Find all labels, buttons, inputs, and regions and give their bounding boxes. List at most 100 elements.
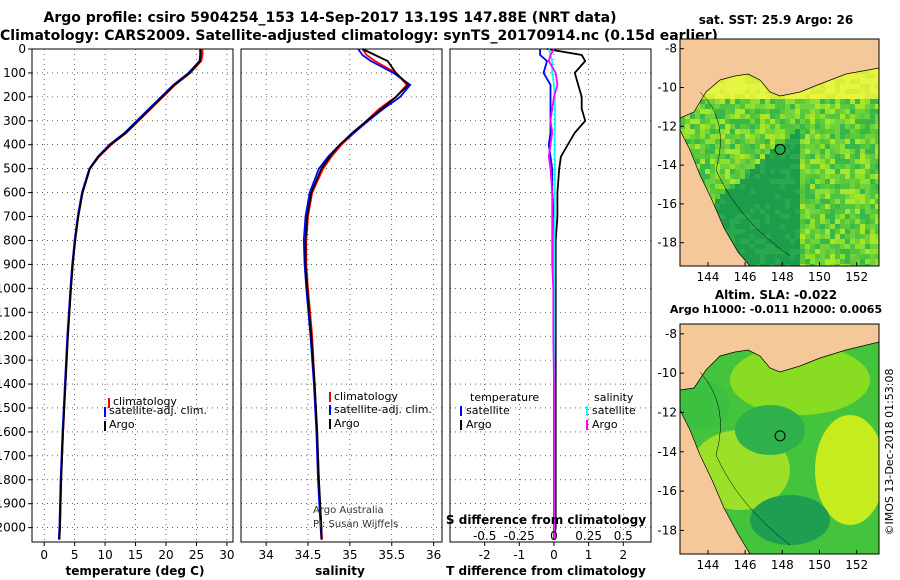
sst-pixel — [775, 159, 780, 164]
sst-pixel — [810, 194, 815, 199]
sst-pixel — [835, 214, 840, 219]
sst-pixel — [810, 114, 815, 119]
sst-pixel — [855, 129, 860, 134]
sst-pixel — [835, 134, 840, 139]
sst-pixel — [830, 99, 835, 104]
sst-pixel — [805, 249, 810, 254]
sst-pixel — [785, 114, 790, 119]
sst-pixel — [775, 179, 780, 184]
sst-pixel — [810, 224, 815, 229]
sst-pixel — [875, 94, 879, 99]
sst-pixel — [735, 119, 740, 124]
sst-pixel — [740, 79, 745, 84]
sst-pixel — [705, 129, 710, 134]
sst-pixel — [855, 114, 860, 119]
sst-pixel — [740, 114, 745, 119]
sst-pixel — [760, 104, 765, 109]
sst-pixel — [805, 199, 810, 204]
sst-pixel — [855, 109, 860, 114]
sst-pixel — [875, 244, 879, 249]
sst-pixel — [750, 89, 755, 94]
sst-pixel — [875, 149, 879, 154]
sst-pixel — [750, 209, 755, 214]
sst-pixel — [870, 74, 875, 79]
difference-legend-temperature: temperature satellite Argo — [460, 391, 539, 431]
sst-pixel — [750, 169, 755, 174]
sst-pixel — [835, 254, 840, 259]
sst-pixel — [775, 119, 780, 124]
sst-pixel — [835, 104, 840, 109]
sst-pixel — [850, 214, 855, 219]
sst-pixel — [825, 169, 830, 174]
sst-pixel — [805, 114, 810, 119]
sst-pixel — [715, 99, 720, 104]
sst-pixel — [815, 204, 820, 209]
sst-pixel — [770, 174, 775, 179]
sst-pixel — [805, 194, 810, 199]
sst-pixel — [765, 264, 770, 266]
sst-pixel — [745, 179, 750, 184]
sst-pixel — [770, 219, 775, 224]
sst-pixel — [710, 189, 715, 194]
sst-pixel — [870, 154, 875, 159]
sst-pixel — [715, 94, 720, 99]
sst-pixel — [850, 139, 855, 144]
sst-pixel — [820, 254, 825, 259]
figure-title-line1: Argo profile: csiro 5904254_153 14-Sep-2… — [43, 10, 617, 26]
sst-pixel — [795, 264, 800, 266]
sst-pixel — [805, 239, 810, 244]
sst-pixel — [815, 129, 820, 134]
sst-pixel — [765, 184, 770, 189]
sst-pixel — [825, 114, 830, 119]
sst-pixel — [790, 99, 795, 104]
sst-pixel — [745, 129, 750, 134]
sst-pixel — [705, 179, 710, 184]
sst-pixel — [830, 199, 835, 204]
sst-pixel — [785, 194, 790, 199]
sst-pixel — [750, 79, 755, 84]
sst-pixel — [875, 114, 879, 119]
sst-pixel — [860, 129, 865, 134]
sst-pixel — [740, 219, 745, 224]
sst-pixel — [775, 129, 780, 134]
sst-pixel — [800, 194, 805, 199]
sst-pixel — [715, 199, 720, 204]
sst-pixel — [795, 94, 800, 99]
sst-pixel — [740, 104, 745, 109]
sst-pixel — [830, 239, 835, 244]
sst-pixel — [765, 129, 770, 134]
sst-pixel — [800, 119, 805, 124]
sst-pixel — [820, 249, 825, 254]
y-tick-label: 100 — [3, 66, 26, 80]
sst-pixel — [810, 109, 815, 114]
x-tick-label: 35 — [342, 548, 357, 562]
sst-pixel — [820, 159, 825, 164]
sst-pixel — [715, 124, 720, 129]
sst-pixel — [820, 109, 825, 114]
sst-pixel — [810, 154, 815, 159]
sst-pixel — [775, 94, 780, 99]
sst-pixel — [735, 189, 740, 194]
sst-pixel — [815, 234, 820, 239]
sst-pixel — [745, 214, 750, 219]
sst-pixel — [810, 174, 815, 179]
sst-pixel — [770, 129, 775, 134]
sst-pixel — [715, 194, 720, 199]
sst-pixel — [850, 84, 855, 89]
sst-pixel — [710, 134, 715, 139]
sst-pixel — [760, 184, 765, 189]
sst-pixel — [735, 149, 740, 154]
sst-pixel — [875, 224, 879, 229]
sst-pixel — [720, 99, 725, 104]
sst-pixel — [735, 154, 740, 159]
sst-pixel — [745, 159, 750, 164]
sst-pixel — [715, 129, 720, 134]
sst-pixel — [860, 159, 865, 164]
sst-pixel — [875, 249, 879, 254]
difference-series — [539, 48, 587, 540]
sst-pixel — [710, 144, 715, 149]
sst-pixel — [780, 234, 785, 239]
sst-pixel — [825, 204, 830, 209]
sst-pixel — [760, 134, 765, 139]
